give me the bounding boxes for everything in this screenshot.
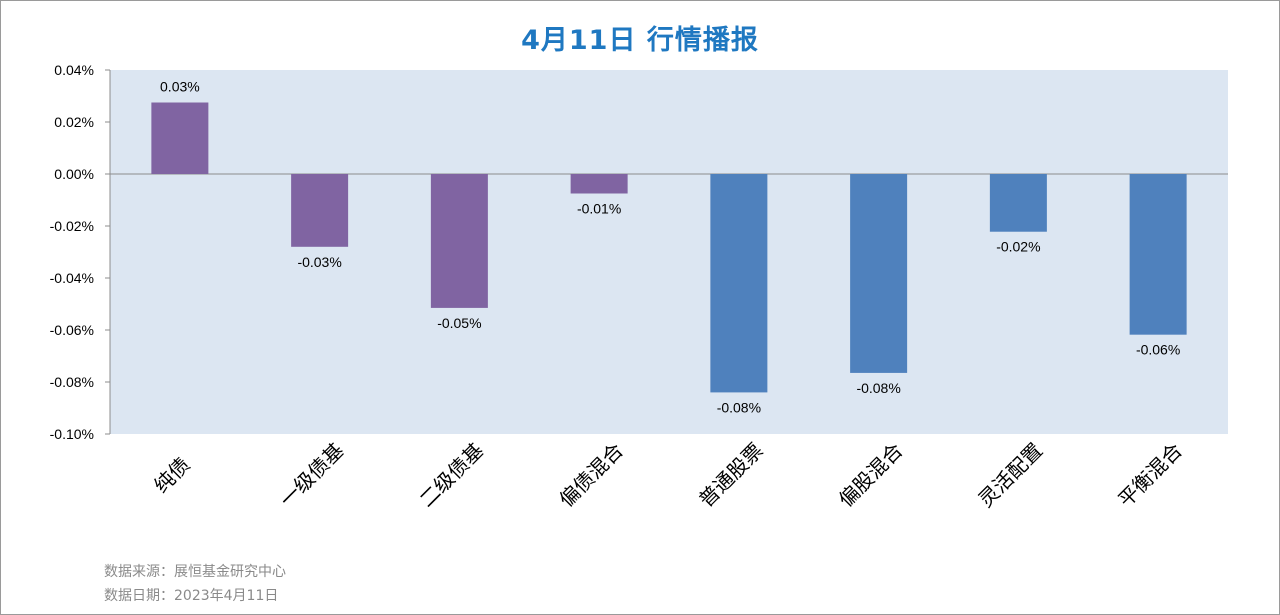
bar <box>989 174 1047 232</box>
x-category-label: 平衡混合 <box>1113 438 1187 512</box>
plot-area <box>110 70 1228 434</box>
x-category-label: 灵活配置 <box>974 438 1048 512</box>
bar <box>291 174 349 247</box>
x-category-label: 偏股混合 <box>834 438 908 512</box>
y-tick-label: -0.08% <box>50 374 94 390</box>
y-tick-label: -0.06% <box>50 322 94 338</box>
y-tick-label: -0.02% <box>50 218 94 234</box>
data-label: -0.08% <box>856 380 900 396</box>
bar <box>850 174 908 373</box>
x-category-label: 普通股票 <box>694 438 768 512</box>
bar <box>710 174 768 393</box>
data-label: -0.05% <box>437 315 481 331</box>
bar <box>1129 174 1187 335</box>
x-category-label: 二级债基 <box>415 438 489 512</box>
chart-title: 4月11日 行情播报 <box>521 25 759 56</box>
bar <box>151 102 209 174</box>
data-label: -0.08% <box>717 399 761 415</box>
data-label: -0.02% <box>996 239 1040 255</box>
data-date-note: 数据日期：2023年4月11日 <box>104 588 279 604</box>
y-tick-label: 0.00% <box>54 166 94 182</box>
y-tick-label: -0.04% <box>50 270 94 286</box>
bar <box>430 174 488 308</box>
x-category-label: 纯债 <box>149 452 194 497</box>
data-label: -0.01% <box>577 201 621 217</box>
data-label: 0.03% <box>160 79 200 95</box>
x-category-label: 偏债混合 <box>554 438 628 512</box>
y-tick-label: 0.02% <box>54 114 94 130</box>
data-label: -0.06% <box>1136 342 1180 358</box>
y-tick-label: 0.04% <box>54 62 94 78</box>
bar <box>570 174 628 194</box>
data-source-note: 数据来源：展恒基金研究中心 <box>104 564 286 580</box>
data-label: -0.03% <box>297 254 341 270</box>
y-tick-label: -0.10% <box>50 426 94 442</box>
x-category-label: 一级债基 <box>275 438 349 512</box>
